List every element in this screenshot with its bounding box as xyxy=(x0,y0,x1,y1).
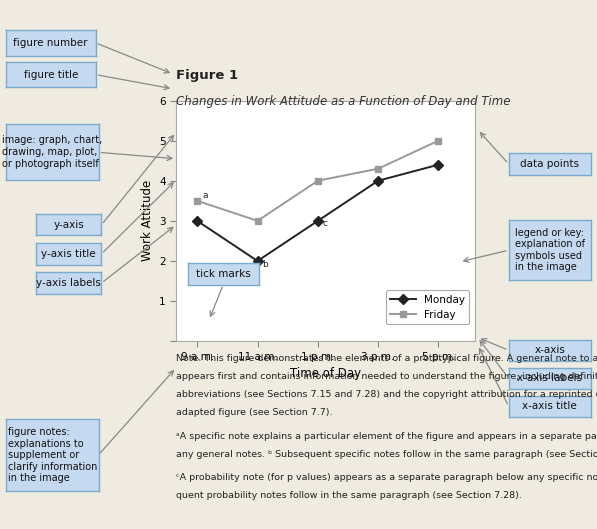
X-axis label: Time of Day: Time of Day xyxy=(290,367,361,380)
Text: y-axis labels: y-axis labels xyxy=(36,278,101,288)
Text: Figure 1: Figure 1 xyxy=(176,69,238,82)
Text: quent probability notes follow in the same paragraph (see Section 7.28).: quent probability notes follow in the sa… xyxy=(176,491,522,500)
Text: y-axis: y-axis xyxy=(53,220,84,230)
Legend: Monday, Friday: Monday, Friday xyxy=(386,290,469,324)
Text: figure number: figure number xyxy=(14,38,88,48)
Text: x-axis title: x-axis title xyxy=(522,402,577,411)
Text: tick marks: tick marks xyxy=(196,269,251,279)
Text: legend or key:
explanation of
symbols used
in the image: legend or key: explanation of symbols us… xyxy=(515,227,585,272)
Text: appears first and contains information needed to understand the figure, includin: appears first and contains information n… xyxy=(176,372,597,381)
Text: a: a xyxy=(202,190,208,199)
Text: y-axis title: y-axis title xyxy=(41,249,96,259)
Text: b: b xyxy=(261,260,267,269)
Y-axis label: Work Attitude: Work Attitude xyxy=(140,180,153,261)
Text: data points: data points xyxy=(521,159,579,169)
Text: ᶜA probability note (for p values) appears as a separate paragraph below any spe: ᶜA probability note (for p values) appea… xyxy=(176,473,597,482)
Text: c: c xyxy=(322,218,327,227)
Text: image: graph, chart,
drawing, map, plot,
or photograph itself: image: graph, chart, drawing, map, plot,… xyxy=(2,135,102,169)
Text: Changes in Work Attitude as a Function of Day and Time: Changes in Work Attitude as a Function o… xyxy=(176,95,510,108)
Text: figure title: figure title xyxy=(23,70,78,79)
Text: x-axis: x-axis xyxy=(534,345,565,355)
Text: adapted figure (see Section 7.7).: adapted figure (see Section 7.7). xyxy=(176,408,333,417)
Text: ᵃA specific note explains a particular element of the figure and appears in a se: ᵃA specific note explains a particular e… xyxy=(176,432,597,441)
Text: figure notes:
explanations to
supplement or
clarify information
in the image: figure notes: explanations to supplement… xyxy=(8,427,97,484)
Text: Note. This figure demonstrates the elements of a prototypical figure. A general : Note. This figure demonstrates the eleme… xyxy=(176,354,597,363)
Text: x-axis labels: x-axis labels xyxy=(518,373,582,383)
Text: abbreviations (see Sections 7.15 and 7.28) and the copyright attribution for a r: abbreviations (see Sections 7.15 and 7.2… xyxy=(176,390,597,399)
Text: any general notes. ᵇ Subsequent specific notes follow in the same paragraph (see: any general notes. ᵇ Subsequent specific… xyxy=(176,450,597,459)
